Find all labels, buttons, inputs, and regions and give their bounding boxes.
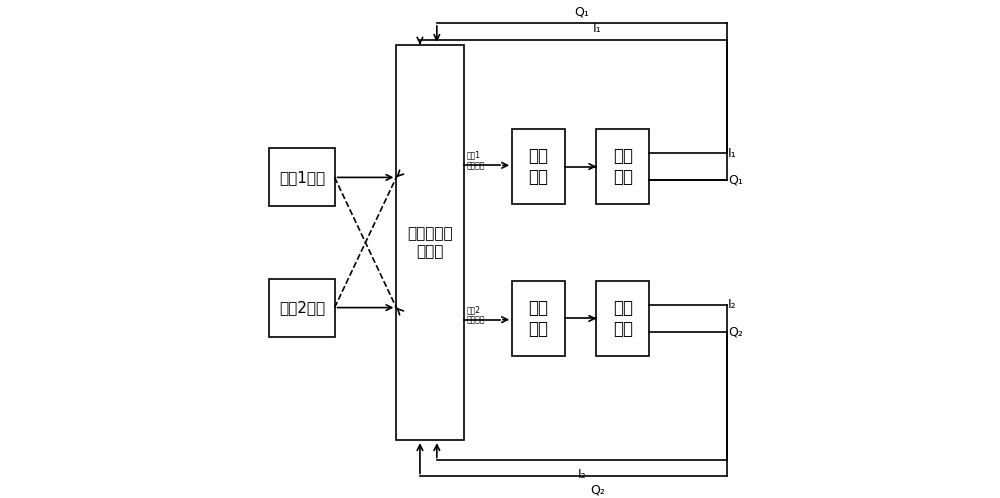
FancyBboxPatch shape [596,281,649,356]
Text: Q₁: Q₁ [574,5,589,18]
FancyBboxPatch shape [269,279,335,337]
FancyBboxPatch shape [396,45,464,440]
Text: 通道1
中频信号: 通道1 中频信号 [466,151,485,170]
FancyBboxPatch shape [512,281,565,356]
Text: I₁: I₁ [593,22,602,35]
Text: 通道2信号: 通道2信号 [279,300,325,315]
Text: 载波
同步: 载波 同步 [529,299,549,338]
Text: 通道2
中频信号: 通道2 中频信号 [466,305,485,325]
Text: I₁: I₁ [728,146,737,159]
Text: Q₁: Q₁ [728,173,743,187]
Text: Q₂: Q₂ [728,325,743,339]
Text: Q₂: Q₂ [590,484,605,497]
Text: 中频交叉极
化对消: 中频交叉极 化对消 [407,226,453,258]
FancyBboxPatch shape [512,129,565,204]
FancyBboxPatch shape [269,148,335,206]
Text: 载波
同步: 载波 同步 [529,147,549,186]
Text: I₂: I₂ [728,298,737,311]
Text: I₂: I₂ [577,468,586,481]
Text: 通道1信号: 通道1信号 [279,170,325,185]
FancyBboxPatch shape [596,129,649,204]
Text: 码元
同步: 码元 同步 [613,147,633,186]
Text: 码元
同步: 码元 同步 [613,299,633,338]
